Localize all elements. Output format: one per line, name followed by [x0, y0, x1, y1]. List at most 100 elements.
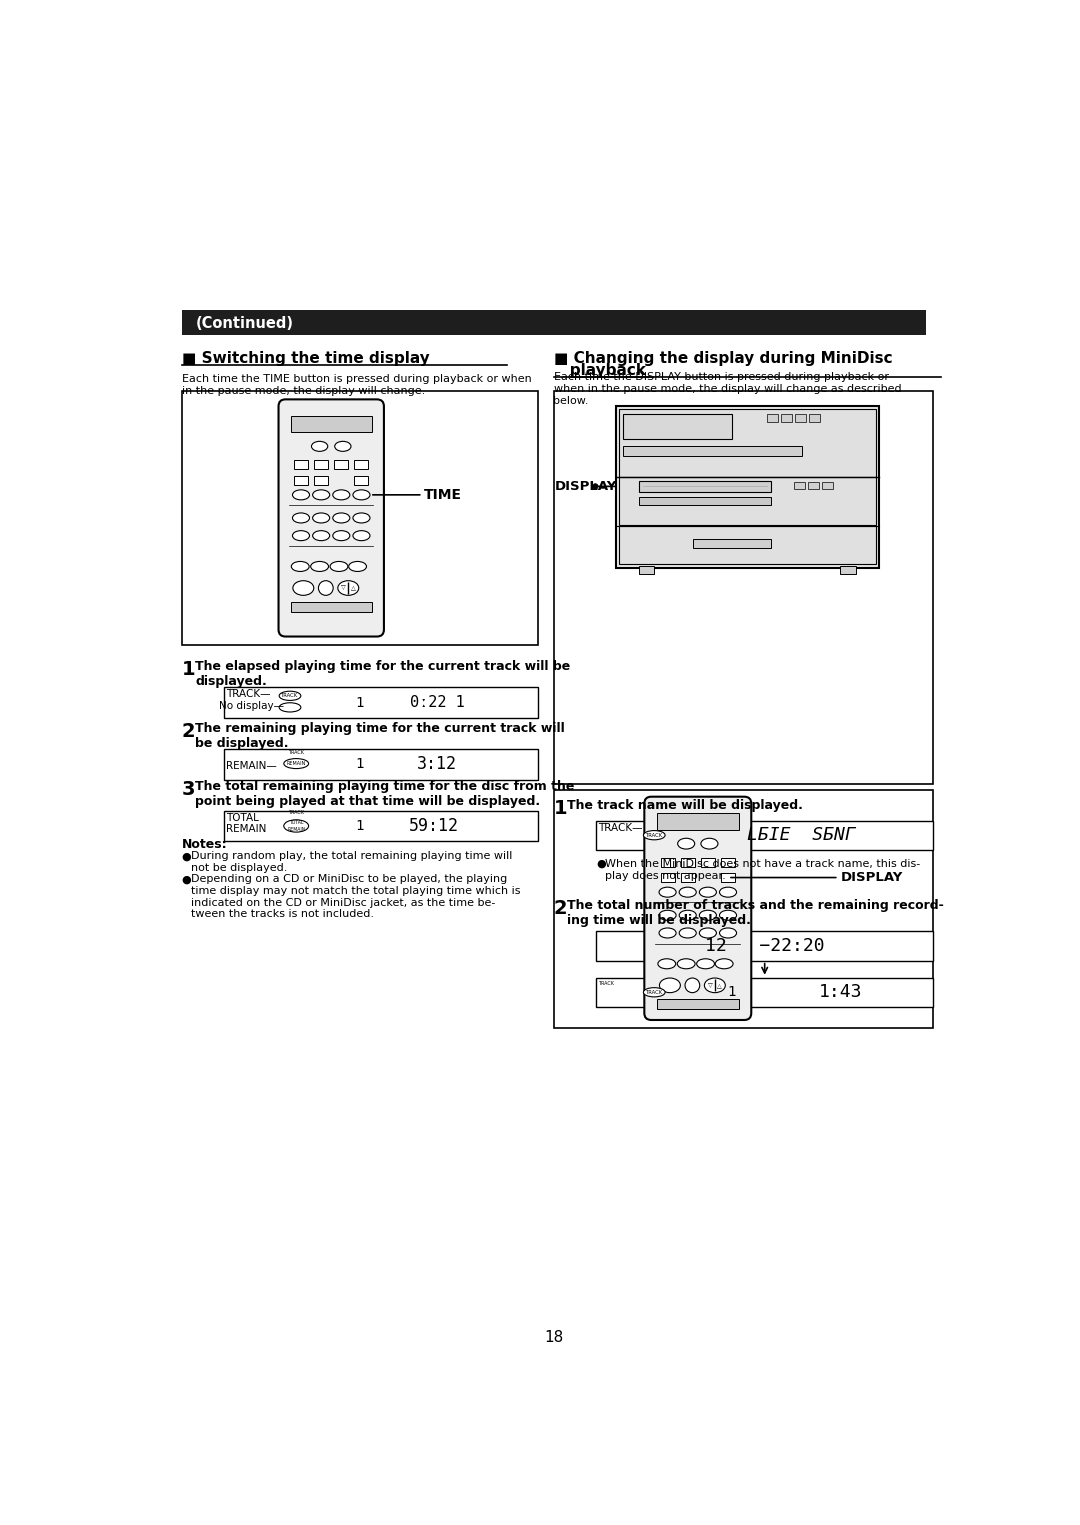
Ellipse shape	[839, 488, 864, 512]
Bar	[619, 409, 876, 477]
Bar	[822, 482, 833, 488]
FancyBboxPatch shape	[645, 796, 752, 1020]
Text: △: △	[351, 586, 355, 590]
Ellipse shape	[719, 888, 737, 897]
Text: 1: 1	[355, 695, 364, 709]
Bar	[181, 310, 926, 334]
Ellipse shape	[719, 929, 737, 938]
Ellipse shape	[284, 758, 309, 769]
Ellipse shape	[743, 415, 748, 419]
Ellipse shape	[319, 581, 333, 595]
Text: 1: 1	[728, 985, 735, 999]
Text: TRACK: TRACK	[288, 750, 305, 755]
Ellipse shape	[754, 415, 759, 419]
Ellipse shape	[644, 831, 665, 840]
Ellipse shape	[700, 929, 716, 938]
Text: TRACK: TRACK	[597, 981, 613, 987]
Bar	[638, 497, 770, 505]
Text: TRACK: TRACK	[646, 990, 663, 994]
Text: 18: 18	[544, 1330, 563, 1345]
Ellipse shape	[312, 490, 329, 500]
Ellipse shape	[338, 581, 359, 595]
Ellipse shape	[284, 820, 309, 833]
Text: 1:43: 1:43	[819, 984, 862, 1002]
Text: ▽: ▽	[707, 982, 713, 988]
Text: 3:12: 3:12	[417, 755, 457, 773]
Text: ●: ●	[181, 851, 191, 862]
Text: Each time the DISPLAY button is pressed during playback or
when in the pause mod: Each time the DISPLAY button is pressed …	[554, 372, 901, 406]
Ellipse shape	[865, 467, 870, 473]
Text: ▽: ▽	[341, 586, 346, 590]
Ellipse shape	[697, 959, 715, 968]
Ellipse shape	[700, 888, 716, 897]
Ellipse shape	[624, 483, 630, 488]
Bar	[795, 413, 806, 422]
Text: ●: ●	[596, 859, 606, 869]
Bar	[335, 461, 348, 470]
Text: 1: 1	[355, 758, 364, 772]
Ellipse shape	[651, 543, 657, 547]
Bar	[181, 390, 538, 645]
Bar	[291, 602, 372, 612]
Bar	[680, 857, 694, 866]
Text: The elapsed playing time for the current track will be
displayed.: The elapsed playing time for the current…	[195, 660, 570, 688]
Bar	[701, 857, 715, 866]
Ellipse shape	[293, 512, 310, 523]
Ellipse shape	[679, 888, 697, 897]
Ellipse shape	[704, 978, 726, 993]
Bar	[596, 932, 933, 961]
Text: 1: 1	[554, 799, 567, 817]
Bar	[314, 461, 328, 470]
Bar	[294, 476, 308, 485]
Ellipse shape	[700, 910, 716, 920]
Ellipse shape	[311, 441, 327, 451]
Text: TRACK: TRACK	[288, 810, 305, 816]
Text: ■ Changing the display during MiniDisc: ■ Changing the display during MiniDisc	[554, 351, 892, 366]
Ellipse shape	[660, 978, 680, 993]
Bar	[619, 526, 876, 564]
Bar	[314, 476, 328, 485]
Text: △: △	[717, 982, 721, 988]
Text: TOTAL: TOTAL	[226, 813, 258, 824]
Bar	[693, 538, 770, 547]
Ellipse shape	[279, 703, 301, 712]
Ellipse shape	[677, 959, 696, 968]
Ellipse shape	[701, 839, 718, 849]
Text: The remaining playing time for the current track will
be displayed.: The remaining playing time for the curre…	[195, 721, 565, 750]
Text: 12   −22:20: 12 −22:20	[705, 936, 824, 955]
Bar	[294, 461, 308, 470]
Text: When the MiniDisc does not have a track name, this dis-
play does not appear.: When the MiniDisc does not have a track …	[606, 859, 920, 880]
Text: LБӀE  SБNГ: LБӀE SБNГ	[747, 827, 855, 845]
Text: Depending on a CD or MiniDisc to be played, the playing
time display may not mat: Depending on a CD or MiniDisc to be play…	[191, 874, 521, 920]
Ellipse shape	[659, 910, 676, 920]
Bar	[661, 872, 675, 881]
Text: REMAIN: REMAIN	[286, 761, 306, 766]
Ellipse shape	[835, 528, 869, 561]
Ellipse shape	[659, 888, 676, 897]
Ellipse shape	[621, 537, 638, 554]
Ellipse shape	[353, 531, 370, 541]
Bar	[619, 477, 876, 525]
Ellipse shape	[780, 483, 785, 490]
Text: Each time the TIME button is pressed during playback or when
in the pause mode, : Each time the TIME button is pressed dur…	[181, 374, 531, 395]
Bar	[225, 688, 538, 718]
Text: 59:12: 59:12	[408, 817, 458, 836]
Text: TIME: TIME	[424, 488, 462, 502]
Bar	[623, 413, 732, 439]
Text: TRACK: TRACK	[646, 833, 663, 837]
Ellipse shape	[865, 494, 870, 500]
Bar	[616, 406, 879, 567]
Ellipse shape	[625, 442, 639, 456]
Ellipse shape	[840, 534, 864, 557]
Bar	[225, 811, 538, 842]
Ellipse shape	[679, 929, 697, 938]
Ellipse shape	[719, 910, 737, 920]
Bar	[354, 461, 368, 470]
Bar	[596, 820, 933, 849]
Bar	[661, 857, 675, 866]
Ellipse shape	[292, 561, 309, 572]
Ellipse shape	[743, 445, 748, 451]
Ellipse shape	[333, 512, 350, 523]
Text: REMAIN: REMAIN	[287, 827, 306, 831]
Text: 1: 1	[181, 660, 195, 680]
